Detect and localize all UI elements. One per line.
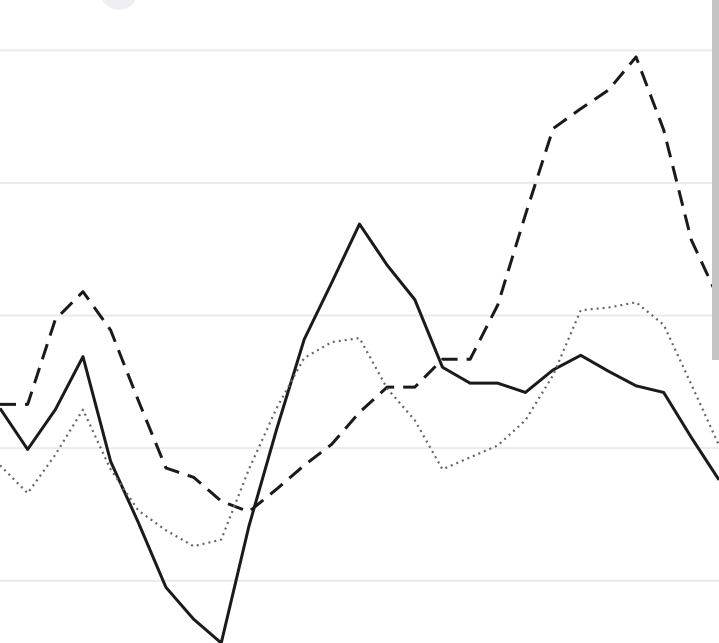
- series-line-dotted: [0, 301, 719, 548]
- series-line-dashed: [0, 55, 719, 514]
- series-line-solid: [0, 222, 719, 643]
- grid: [0, 49, 719, 582]
- slider-knob[interactable]: [100, 0, 138, 10]
- series-lines: [0, 55, 719, 643]
- scrollbar[interactable]: [712, 0, 719, 360]
